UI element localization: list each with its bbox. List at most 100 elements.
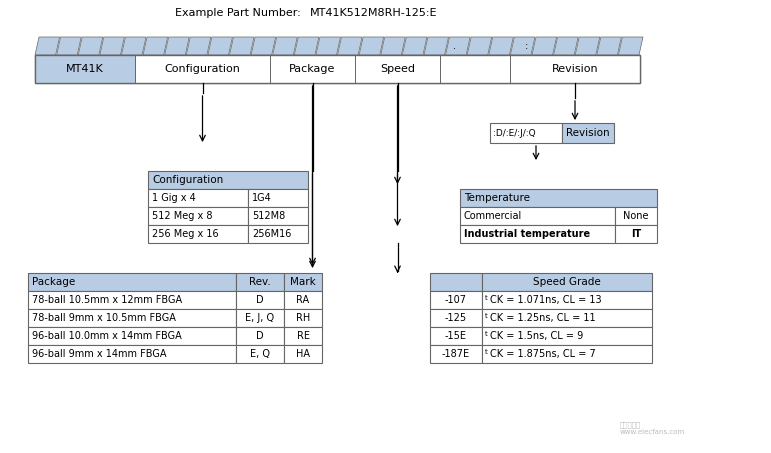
Bar bbox=[460, 225, 615, 243]
Bar bbox=[236, 273, 284, 291]
Text: CK = 1.071ns, CL = 13: CK = 1.071ns, CL = 13 bbox=[490, 295, 601, 305]
Bar bbox=[270, 55, 355, 83]
Bar bbox=[562, 123, 614, 143]
Text: E, J, Q: E, J, Q bbox=[245, 313, 274, 323]
Text: 1G4: 1G4 bbox=[252, 193, 271, 203]
Polygon shape bbox=[165, 37, 189, 55]
Polygon shape bbox=[424, 37, 449, 55]
Polygon shape bbox=[208, 37, 233, 55]
Bar bbox=[490, 123, 562, 143]
Bar bbox=[248, 207, 308, 225]
Polygon shape bbox=[575, 37, 600, 55]
Bar bbox=[148, 171, 308, 189]
Bar bbox=[148, 207, 248, 225]
Text: E, Q: E, Q bbox=[250, 349, 270, 359]
Bar bbox=[28, 291, 236, 309]
Polygon shape bbox=[402, 37, 427, 55]
Text: CK = 1.5ns, CL = 9: CK = 1.5ns, CL = 9 bbox=[490, 331, 583, 341]
Polygon shape bbox=[510, 37, 535, 55]
Text: Revision: Revision bbox=[552, 64, 598, 74]
Bar bbox=[35, 55, 640, 83]
Bar bbox=[460, 207, 615, 225]
Bar bbox=[430, 273, 482, 291]
Text: Speed: Speed bbox=[380, 64, 415, 74]
Text: Example Part Number:: Example Part Number: bbox=[175, 8, 301, 18]
Bar bbox=[482, 291, 652, 309]
Bar bbox=[482, 273, 652, 291]
Bar bbox=[28, 345, 236, 363]
Polygon shape bbox=[359, 37, 384, 55]
Text: 512M8: 512M8 bbox=[252, 211, 285, 221]
Bar bbox=[482, 327, 652, 345]
Text: Rev.: Rev. bbox=[249, 277, 271, 287]
Polygon shape bbox=[489, 37, 513, 55]
Text: Industrial temperature: Industrial temperature bbox=[464, 229, 590, 239]
Text: :D/:E/:J/:Q: :D/:E/:J/:Q bbox=[493, 129, 536, 138]
Text: Speed Grade: Speed Grade bbox=[533, 277, 601, 287]
Bar bbox=[28, 309, 236, 327]
Bar bbox=[284, 327, 322, 345]
Polygon shape bbox=[381, 37, 406, 55]
Text: t: t bbox=[485, 295, 488, 301]
Text: Temperature: Temperature bbox=[464, 193, 530, 203]
Text: 256 Meg x 16: 256 Meg x 16 bbox=[152, 229, 219, 239]
Polygon shape bbox=[251, 37, 276, 55]
Bar bbox=[430, 327, 482, 345]
Text: D: D bbox=[256, 295, 264, 305]
Text: 512 Meg x 8: 512 Meg x 8 bbox=[152, 211, 213, 221]
Text: t: t bbox=[485, 331, 488, 337]
Bar bbox=[248, 189, 308, 207]
Bar bbox=[440, 55, 510, 83]
Text: MT41K512M8RH-125:E: MT41K512M8RH-125:E bbox=[310, 8, 437, 18]
Polygon shape bbox=[187, 37, 210, 55]
Bar bbox=[615, 207, 657, 225]
Polygon shape bbox=[446, 37, 470, 55]
Text: Configuration: Configuration bbox=[152, 175, 224, 185]
Text: RA: RA bbox=[296, 295, 310, 305]
Bar bbox=[35, 55, 640, 83]
Text: D: D bbox=[256, 331, 264, 341]
Polygon shape bbox=[295, 37, 319, 55]
Bar bbox=[236, 291, 284, 309]
Bar bbox=[510, 55, 640, 83]
Bar bbox=[148, 225, 248, 243]
Text: Package: Package bbox=[32, 277, 76, 287]
Text: .: . bbox=[453, 41, 456, 51]
Text: 256M16: 256M16 bbox=[252, 229, 291, 239]
Bar bbox=[430, 291, 482, 309]
Text: 78-ball 10.5mm x 12mm FBGA: 78-ball 10.5mm x 12mm FBGA bbox=[32, 295, 182, 305]
Bar bbox=[28, 327, 236, 345]
Bar bbox=[135, 55, 270, 83]
Bar bbox=[430, 309, 482, 327]
Text: HA: HA bbox=[296, 349, 310, 359]
Bar bbox=[148, 189, 248, 207]
Bar bbox=[615, 225, 657, 243]
Text: -125: -125 bbox=[445, 313, 467, 323]
Bar bbox=[236, 345, 284, 363]
Bar bbox=[482, 309, 652, 327]
Polygon shape bbox=[597, 37, 621, 55]
Text: 78-ball 9mm x 10.5mm FBGA: 78-ball 9mm x 10.5mm FBGA bbox=[32, 313, 176, 323]
Bar bbox=[236, 327, 284, 345]
Text: IT: IT bbox=[631, 229, 641, 239]
Bar bbox=[284, 273, 322, 291]
Bar bbox=[430, 345, 482, 363]
Text: t: t bbox=[485, 313, 488, 319]
Polygon shape bbox=[121, 37, 146, 55]
Text: Configuration: Configuration bbox=[164, 64, 241, 74]
Polygon shape bbox=[554, 37, 578, 55]
Bar bbox=[236, 309, 284, 327]
Polygon shape bbox=[99, 37, 124, 55]
Text: Revision: Revision bbox=[566, 128, 610, 138]
Bar bbox=[355, 55, 440, 83]
Text: Package: Package bbox=[289, 64, 335, 74]
Text: Commercial: Commercial bbox=[464, 211, 522, 221]
Polygon shape bbox=[532, 37, 557, 55]
Polygon shape bbox=[230, 37, 254, 55]
Polygon shape bbox=[56, 37, 81, 55]
Text: RH: RH bbox=[296, 313, 310, 323]
Polygon shape bbox=[316, 37, 341, 55]
Bar bbox=[28, 273, 236, 291]
Text: :: : bbox=[525, 41, 529, 51]
Text: 96-ball 9mm x 14mm FBGA: 96-ball 9mm x 14mm FBGA bbox=[32, 349, 167, 359]
